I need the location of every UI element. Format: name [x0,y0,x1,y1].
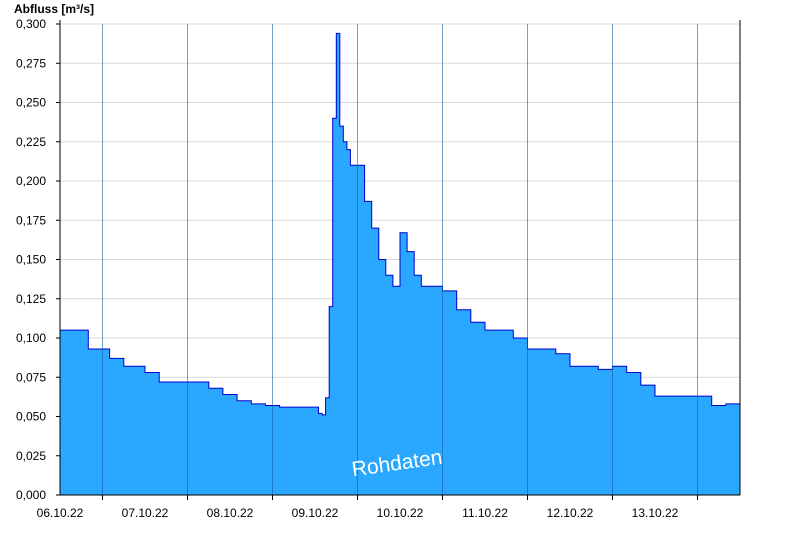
x-tick-label: 10.10.22 [377,506,424,520]
x-tick-label: 08.10.22 [207,506,254,520]
y-tick-label: 0,000 [16,488,46,502]
y-tick-label: 0,075 [16,370,46,384]
y-tick-labels: 0,000 0,025 0,050 0,075 0,100 0,125 0,150 0,175… [16,17,60,502]
axes [59,20,741,496]
y-tick-label: 0,100 [16,331,46,345]
y-tick-label: 0,300 [16,17,46,31]
y-tick-label: 0,250 [16,96,46,110]
data-area [60,32,740,496]
x-tick-label: 09.10.22 [292,506,339,520]
series-line [60,32,740,416]
y-tick-label: 0,175 [16,213,46,227]
y-tick-label: 0,150 [16,253,46,267]
x-tick-labels: 06.10.22 07.10.22 08.10.22 09.10.22 10.10.22… [37,495,698,520]
x-tick-label: 11.10.22 [462,506,508,520]
x-tick-label: 07.10.22 [122,506,169,520]
y-tick-label: 0,275 [16,56,46,70]
y-tick-label: 0,125 [16,292,46,306]
y-tick-label: 0,225 [16,135,46,149]
chart-title: Abfluss [m³/s] [14,2,94,16]
y-tick-label: 0,025 [16,449,46,463]
day-separators [102,24,698,495]
y-tick-label: 0,200 [16,174,46,188]
x-tick-label: 13.10.22 [632,506,679,520]
x-tick-label: 06.10.22 [37,506,84,520]
x-tick-label: 12.10.22 [547,506,594,520]
y-tick-label: 0,050 [16,410,46,424]
